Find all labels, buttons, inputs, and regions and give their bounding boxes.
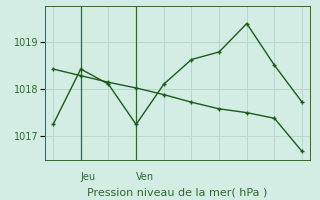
- Text: Pression niveau de la mer( hPa ): Pression niveau de la mer( hPa ): [87, 188, 268, 198]
- Text: Jeu: Jeu: [81, 172, 96, 182]
- Text: Ven: Ven: [136, 172, 154, 182]
